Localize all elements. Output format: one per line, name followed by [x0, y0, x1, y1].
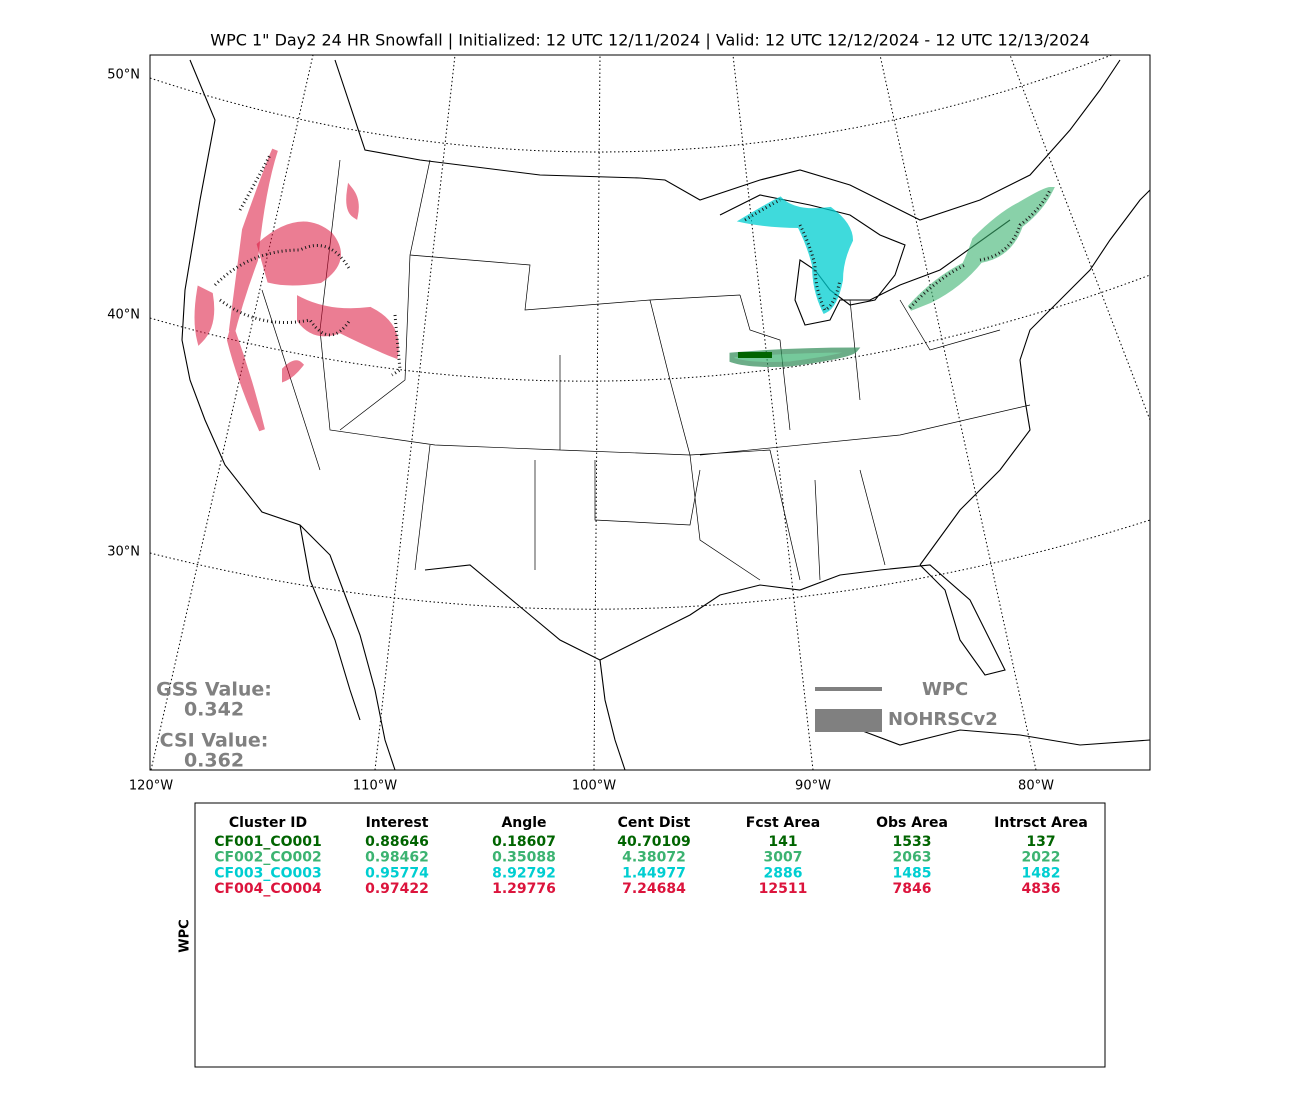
- table-cell: CF002_CO002: [214, 850, 321, 866]
- meridian: [732, 55, 814, 770]
- map-frame: [149, 54, 1151, 771]
- table-cell: 8.92792: [492, 865, 556, 881]
- parallel: [150, 519, 1150, 610]
- csi-label: CSI Value:: [160, 730, 269, 752]
- column-header: Intrsct Area: [994, 815, 1088, 831]
- meridian: [593, 55, 601, 770]
- table-cell: 137: [1026, 834, 1055, 850]
- lon-label: 100°W: [572, 779, 616, 794]
- lon-label: 120°W: [129, 779, 173, 794]
- meridian: [150, 55, 314, 770]
- lat-label: 40°N: [107, 308, 140, 323]
- parallel: [150, 55, 1113, 153]
- gss-label: GSS Value:: [156, 679, 272, 701]
- gss-value: 0.342: [184, 699, 244, 721]
- table-cell: 0.35088: [492, 850, 556, 866]
- lat-label: 50°N: [107, 68, 140, 83]
- lon-label: 80°W: [1018, 779, 1054, 794]
- table-cell: CF003_CO003: [214, 865, 321, 881]
- table-cell: 2022: [1022, 850, 1061, 866]
- table-cell: 0.97422: [365, 881, 429, 897]
- column-header: Fcst Area: [746, 815, 820, 831]
- table-cell: 7846: [893, 881, 932, 897]
- table-cell: 0.98462: [365, 850, 429, 866]
- table-cell: 1533: [893, 834, 932, 850]
- cuba: [859, 729, 1150, 746]
- coast: [919, 189, 1150, 566]
- state-lines: [261, 159, 1031, 581]
- column-header: Cluster ID: [229, 815, 307, 831]
- column-header: Interest: [366, 815, 429, 831]
- legend-label: NOHRSCv2: [888, 709, 998, 730]
- column-header: Obs Area: [876, 815, 948, 831]
- table-cell: 4836: [1022, 881, 1061, 897]
- legend-patch: [815, 709, 882, 732]
- csi-value: 0.362: [184, 750, 244, 772]
- table-cell: 0.18607: [492, 834, 556, 850]
- snow-areas: [194, 148, 1055, 432]
- coast: [181, 59, 396, 770]
- meridian: [1009, 55, 1150, 421]
- column-header: Angle: [501, 815, 546, 831]
- table: Cluster ID Interest Angle Cent Dist Fcst Are…: [214, 815, 1088, 897]
- table-side-label: WPC: [178, 919, 193, 952]
- table-cell: 0.88646: [365, 834, 429, 850]
- table-cell: 1485: [893, 865, 932, 881]
- table-cell: 2886: [764, 865, 803, 881]
- table-cell: 12511: [759, 881, 808, 897]
- coast: [299, 524, 361, 721]
- lon-label: 90°W: [795, 779, 831, 794]
- column-header: Cent Dist: [618, 815, 691, 831]
- table-frame: [194, 802, 1106, 1068]
- border: [334, 59, 1121, 221]
- coast: [599, 659, 626, 770]
- coast: [424, 564, 1006, 676]
- lon-label: 110°W: [353, 779, 397, 794]
- table-cell: 1482: [1022, 865, 1061, 881]
- parallel: [150, 274, 1150, 382]
- map: [150, 55, 1150, 770]
- table-cell: 141: [768, 834, 797, 850]
- lat-label: 30°N: [107, 545, 140, 560]
- table-cell: 40.70109: [617, 834, 691, 850]
- table-cell: 4.38072: [622, 850, 686, 866]
- meridian: [374, 55, 456, 770]
- table-cell: 1.29776: [492, 881, 556, 897]
- table-cell: 1.44977: [622, 865, 686, 881]
- table-cell: CF004_CO004: [214, 881, 322, 897]
- legend-label: WPC: [922, 679, 968, 700]
- title: WPC 1" Day2 24 HR Snowfall | Initialized…: [210, 31, 1090, 50]
- table-cell: 0.95774: [365, 865, 429, 881]
- table-cell: 2063: [893, 850, 932, 866]
- meridian: [879, 55, 1037, 770]
- table-cell: 7.24684: [622, 881, 686, 897]
- table-cell: CF001_CO001: [214, 834, 321, 850]
- table-cell: 3007: [764, 850, 803, 866]
